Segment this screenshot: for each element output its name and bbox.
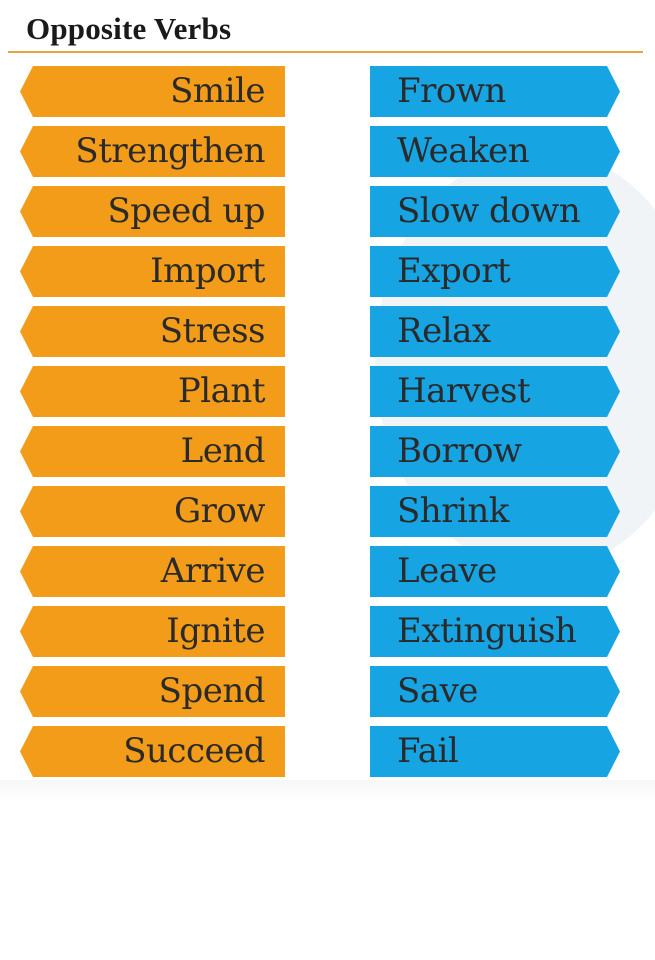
background-fade	[0, 780, 655, 800]
verb-tag: Spend	[20, 666, 285, 717]
verb-tag: Plant	[20, 366, 285, 417]
title-underline	[8, 51, 643, 53]
verb-pair-row: Succeed Fail	[0, 726, 655, 777]
opposite-verb-tag: Relax	[370, 306, 620, 357]
opposite-verb-tag: Export	[370, 246, 620, 297]
verb-tag: Grow	[20, 486, 285, 537]
verb-pair-row: Smile Frown	[0, 66, 655, 117]
verb-tag: Strengthen	[20, 126, 285, 177]
opposite-verb-tag: Borrow	[370, 426, 620, 477]
verb-pair-row: Grow Shrink	[0, 486, 655, 537]
verb-tag: Succeed	[20, 726, 285, 777]
verb-tag: Stress	[20, 306, 285, 357]
verb-tag: Arrive	[20, 546, 285, 597]
opposite-verb-tag: Save	[370, 666, 620, 717]
verb-tag: Speed up	[20, 186, 285, 237]
verb-tag: Lend	[20, 426, 285, 477]
opposite-verb-tag: Harvest	[370, 366, 620, 417]
verb-tag: Ignite	[20, 606, 285, 657]
verb-pairs-list: Smile Frown Strengthen Weaken Speed up S…	[0, 66, 655, 786]
opposite-verb-tag: Shrink	[370, 486, 620, 537]
verb-pair-row: Speed up Slow down	[0, 186, 655, 237]
opposite-verb-tag: Weaken	[370, 126, 620, 177]
verb-pair-row: Ignite Extinguish	[0, 606, 655, 657]
opposite-verb-tag: Extinguish	[370, 606, 620, 657]
verb-tag: Import	[20, 246, 285, 297]
verb-pair-row: Arrive Leave	[0, 546, 655, 597]
verb-pair-row: Spend Save	[0, 666, 655, 717]
opposite-verb-tag: Slow down	[370, 186, 620, 237]
page-title: Opposite Verbs	[26, 11, 232, 46]
verb-pair-row: Plant Harvest	[0, 366, 655, 417]
verb-pair-row: Strengthen Weaken	[0, 126, 655, 177]
opposite-verb-tag: Frown	[370, 66, 620, 117]
verb-pair-row: Import Export	[0, 246, 655, 297]
opposite-verb-tag: Leave	[370, 546, 620, 597]
verb-pair-row: Lend Borrow	[0, 426, 655, 477]
opposite-verb-tag: Fail	[370, 726, 620, 777]
verb-pair-row: Stress Relax	[0, 306, 655, 357]
verb-tag: Smile	[20, 66, 285, 117]
